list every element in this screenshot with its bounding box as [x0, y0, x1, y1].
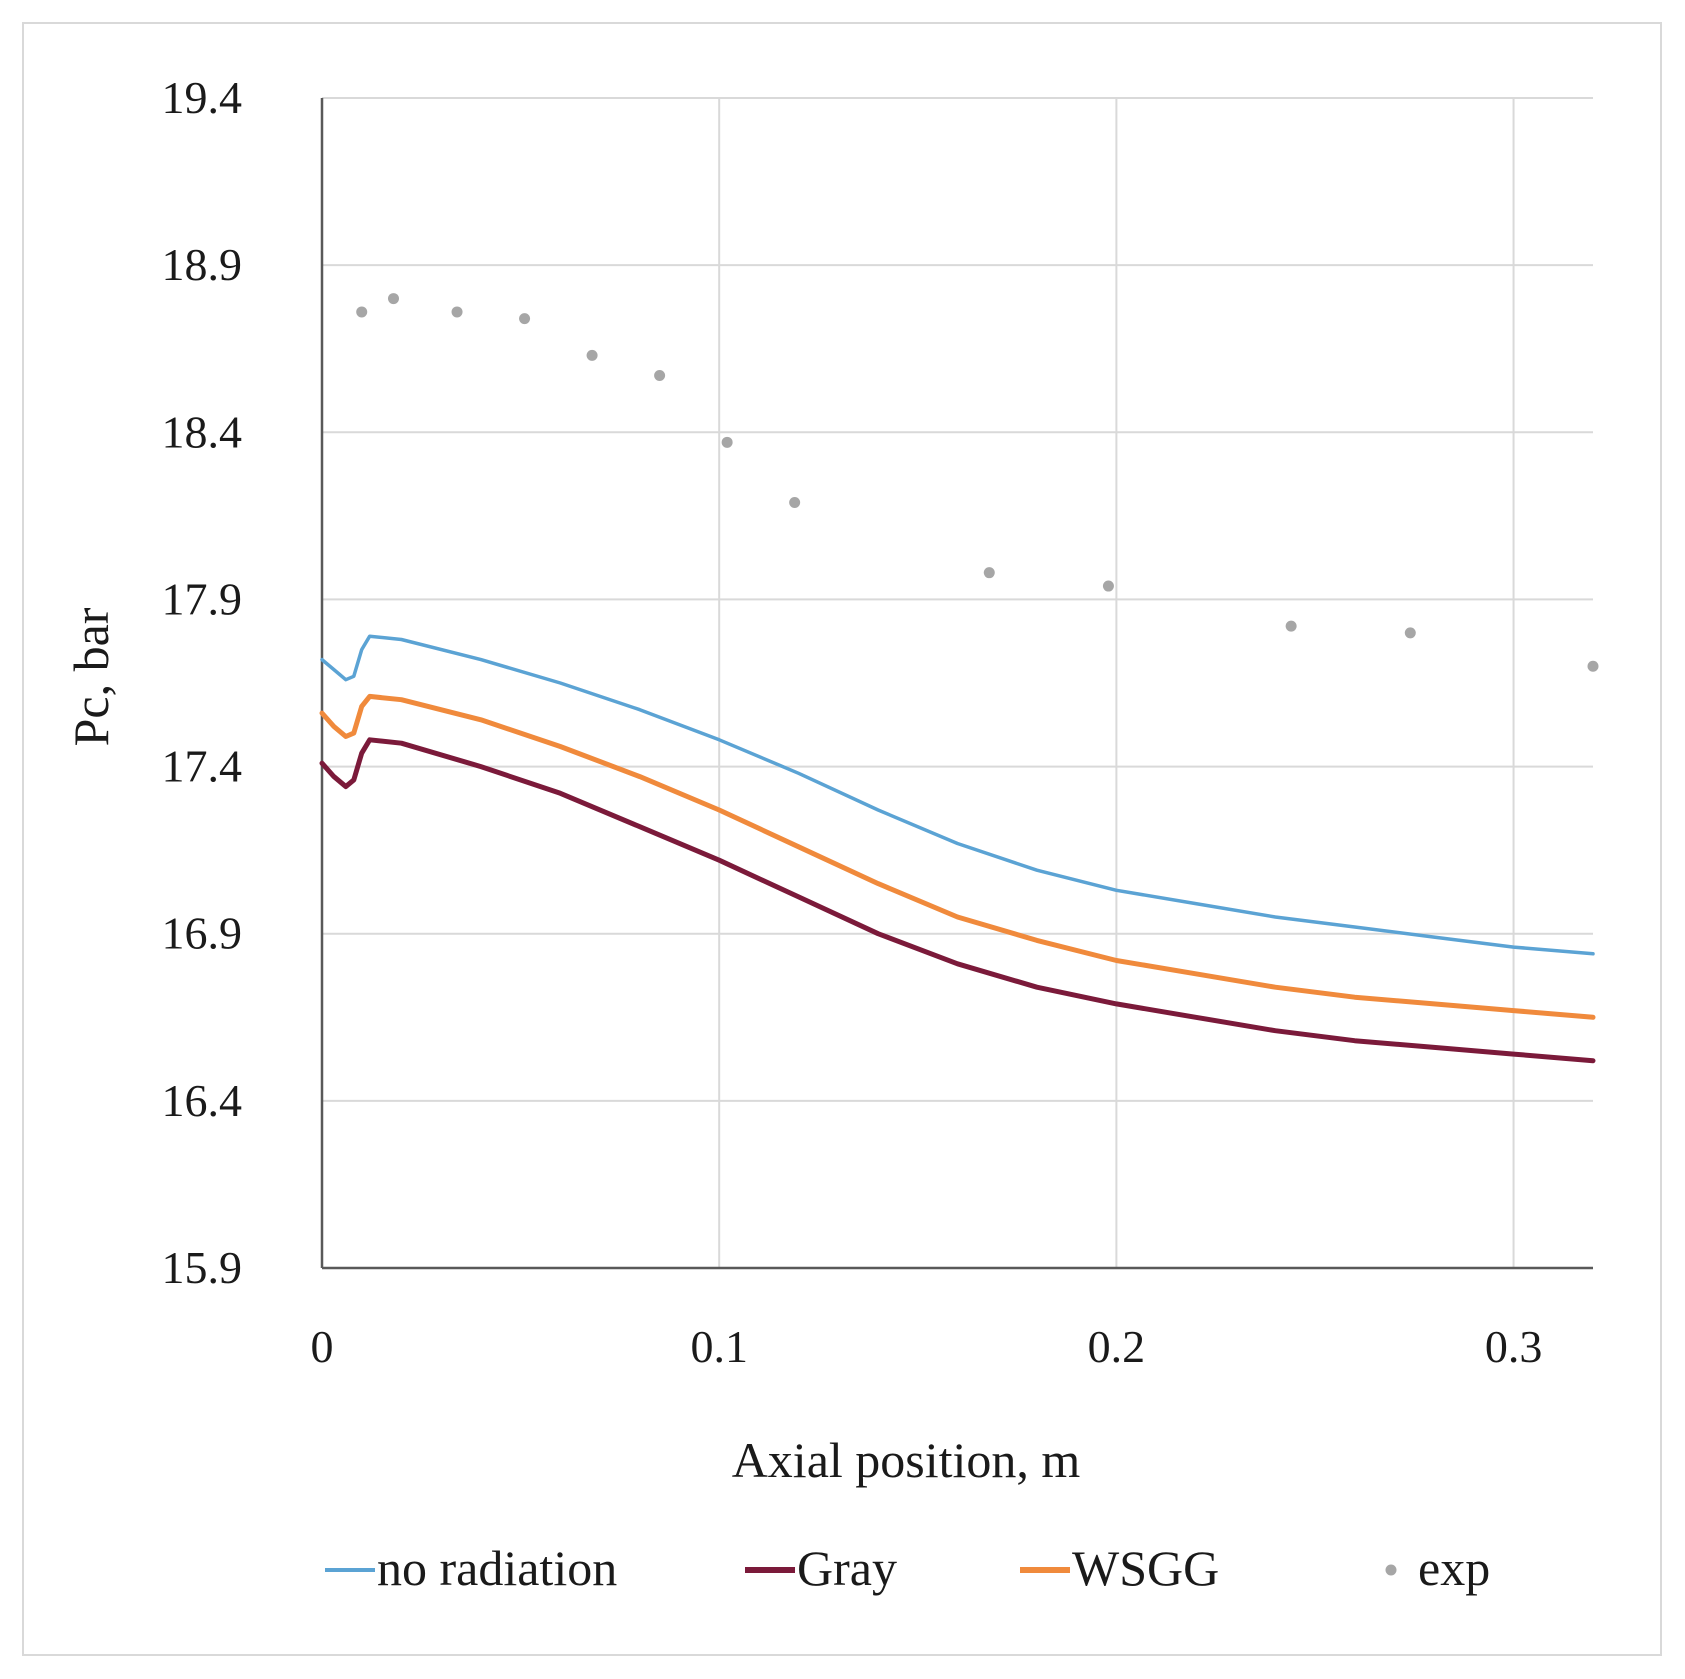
x-tick-label: 0.3 [1485, 1321, 1543, 1372]
legend-label-wsgg: WSGG [1072, 1540, 1219, 1596]
x-tick-label: 0 [311, 1321, 334, 1372]
axes [320, 98, 1593, 1270]
data-point-exp [654, 369, 666, 381]
x-axis-title: Axial position, m [732, 1432, 1081, 1488]
legend-label-gray: Gray [797, 1540, 897, 1596]
x-tick-label: 0.2 [1088, 1321, 1146, 1372]
x-tick-label: 0.1 [690, 1321, 748, 1372]
y-axis-title: Pc, bar [63, 607, 119, 746]
series-layer [319, 293, 1599, 1064]
y-tick-label: 16.9 [162, 908, 243, 959]
data-point-exp [1587, 660, 1599, 672]
data-point-exp [519, 313, 531, 325]
chart-frame [22, 22, 1662, 1656]
data-point-exp [721, 436, 733, 448]
series-line-gray [319, 737, 1596, 1064]
tick-labels: 15.9 16.4 16.9 17.4 17.9 18.4 18.9 19.4 0 0.1 0.2 0… [162, 72, 1543, 1372]
data-point-exp [1102, 580, 1114, 592]
y-tick-label: 17.4 [162, 741, 243, 792]
data-point-exp [586, 349, 598, 361]
gridlines [322, 97, 1593, 1269]
legend-label-exp: exp [1418, 1540, 1490, 1596]
data-point-exp [983, 567, 995, 579]
y-tick-label: 16.4 [162, 1075, 243, 1126]
y-tick-label: 15.9 [162, 1242, 243, 1293]
series-line-no-radiation [320, 634, 1595, 956]
y-tick-label: 19.4 [162, 72, 243, 123]
data-point-exp [1285, 620, 1297, 632]
series-line-wsgg [319, 693, 1596, 1020]
legend-swatch-exp [1385, 1564, 1397, 1576]
data-point-exp [1404, 627, 1416, 639]
data-point-exp [387, 293, 399, 305]
y-tick-label: 17.9 [162, 573, 243, 624]
data-point-exp [451, 306, 463, 318]
data-point-exp [356, 306, 368, 318]
legend-label-no-radiation: no radiation [377, 1540, 617, 1596]
data-point-exp [789, 496, 801, 508]
y-tick-label: 18.4 [162, 406, 243, 457]
y-tick-label: 18.9 [162, 239, 243, 290]
legend: no radiation Gray WSGG exp [325, 1540, 1490, 1596]
